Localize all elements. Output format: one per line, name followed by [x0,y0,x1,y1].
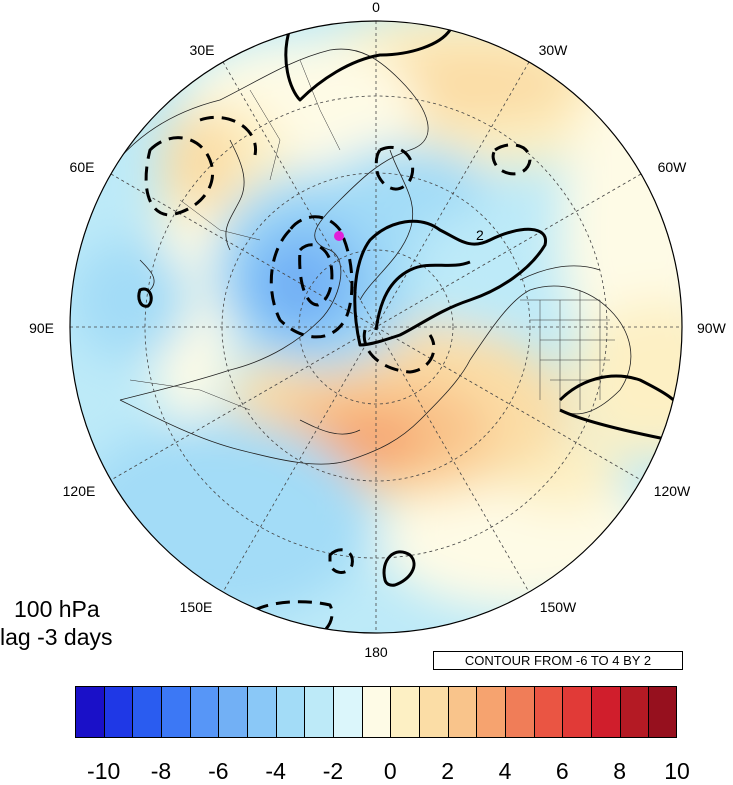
colorbar [75,686,678,738]
lon-label-120w: 120W [654,483,691,499]
map-border [69,20,683,634]
lon-label-60e: 60E [70,159,95,175]
lon-label-30w: 30W [539,42,569,58]
colorbar-swatch [247,686,277,738]
negative-contour [374,145,415,191]
colorbar-tick-label: 8 [613,758,627,784]
colorbar-tick-label: -2 [322,758,344,784]
colorbar-tick-label: 4 [498,758,512,784]
lon-label-30e: 30E [190,42,215,58]
negative-contour [298,243,334,307]
lon-label-150e: 150E [180,599,213,615]
colorbar-swatch [275,686,305,738]
colorbar-swatch [505,686,535,738]
contour-info-box: CONTOUR FROM -6 TO 4 BY 2 [433,651,683,670]
colorbar-tick-label: -10 [87,758,121,784]
colorbar-swatch [333,686,363,738]
colorbar-tick-label: 0 [383,758,397,784]
negative-contour [199,115,257,156]
negative-contour [254,600,334,632]
colorbar-tick-label: 6 [555,758,569,784]
contour-inline-label: 2 [476,227,484,243]
lon-label-90e: 90E [29,320,54,336]
negative-contour [144,136,215,217]
lag-label: lag -3 days [0,624,113,650]
colorbar-tick-label: -4 [265,758,286,784]
colorbar-swatch [476,686,506,738]
lon-label-60w: 60W [658,159,688,175]
lon-label-90w: 90W [697,320,727,336]
political-boundaries [129,59,615,411]
positive-contour [353,219,547,347]
marker-point [334,231,344,241]
colorbar-tick-label: 2 [441,758,455,784]
colorbar-swatch [390,686,420,738]
colorbar-swatch [218,686,248,738]
colorbar-swatch [103,686,133,738]
lon-label-180: 180 [364,644,388,660]
colorbar-swatch [75,686,105,738]
colorbar-tick-label: -6 [208,758,229,784]
colorbar-swatch [591,686,621,738]
negative-contour [491,143,532,176]
colorbar-swatch [619,686,649,738]
level-label: 100 hPa [14,596,100,622]
negative-contour [328,548,354,574]
colorbar-tick-label: 10 [664,758,690,784]
positive-contour [382,550,416,587]
positive-contour [137,287,153,308]
lon-label-0: 0 [372,0,380,15]
positive-contour [374,260,471,331]
colorbar-swatch [132,686,162,738]
shaded-field [70,21,682,633]
negative-contour [362,329,436,374]
colorbar-swatch [447,686,477,738]
lon-label-150w: 150W [540,599,577,615]
lon-label-120e: 120E [63,483,96,499]
colorbar-swatch [304,686,334,738]
colorbar-swatch [361,686,391,738]
negative-contours [144,115,532,632]
colorbar-swatch [562,686,592,738]
colorbar-swatch [533,686,563,738]
colorbar-swatch [419,686,449,738]
colorbar-swatch [648,686,678,738]
colorbar-swatch [189,686,219,738]
colorbar-tick-label: -8 [150,758,172,784]
coastlines [109,48,632,465]
colorbar-swatch [161,686,191,738]
positive-contour [284,27,452,102]
